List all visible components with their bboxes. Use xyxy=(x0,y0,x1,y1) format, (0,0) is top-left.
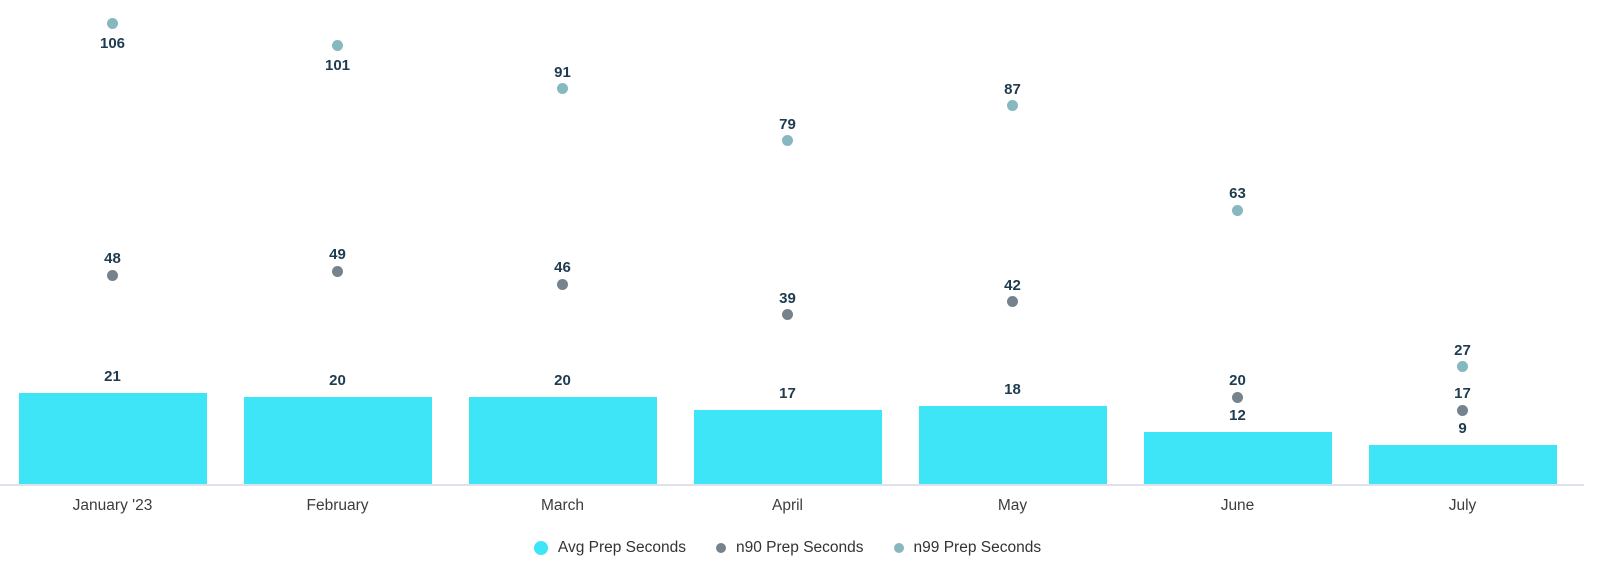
bar-value-label-march: 20 xyxy=(554,372,571,390)
n99-prep-seconds-dot-june[interactable] xyxy=(1232,204,1243,216)
n90-prep-seconds-value-label-january-23: 48 xyxy=(104,250,121,268)
bar-april[interactable] xyxy=(693,410,882,484)
x-axis-label-january-23: January '23 xyxy=(72,497,153,514)
legend-marker-avg-prep-seconds-icon xyxy=(533,541,548,555)
bar-value-label-february: 20 xyxy=(329,372,346,390)
n99-prep-seconds-dot-march[interactable] xyxy=(557,83,568,95)
n90-prep-seconds-value-label-february: 49 xyxy=(329,246,346,264)
n99-prep-seconds-value-label-july: 27 xyxy=(1454,341,1471,359)
n90-prep-seconds-dot-april[interactable] xyxy=(782,309,793,321)
legend-marker-n90-prep-seconds-icon xyxy=(716,543,726,553)
legend-item-n90-prep-seconds[interactable]: n90 Prep Seconds xyxy=(716,539,864,557)
bar-july[interactable] xyxy=(1368,444,1557,484)
x-axis-label-july: July xyxy=(1448,497,1477,514)
n99-prep-seconds-value-label-april: 79 xyxy=(779,115,796,133)
n90-prep-seconds-value-label-june: 20 xyxy=(1229,372,1246,390)
x-axis-label-may: May xyxy=(997,497,1028,514)
n99-prep-seconds-value-label-june: 63 xyxy=(1229,185,1246,203)
n90-prep-seconds-value-label-march: 46 xyxy=(554,259,571,277)
bar-value-label-january-23: 21 xyxy=(104,367,121,385)
n99-prep-seconds-dot-february[interactable] xyxy=(332,39,343,51)
legend-marker-n99-prep-seconds-icon xyxy=(893,543,904,553)
bar-may[interactable] xyxy=(918,405,1107,484)
legend-label-n90-prep-seconds: n90 Prep Seconds xyxy=(736,539,864,556)
bar-march[interactable] xyxy=(468,397,657,484)
n90-prep-seconds-dot-february[interactable] xyxy=(332,265,343,277)
n90-prep-seconds-value-label-july: 17 xyxy=(1454,385,1471,403)
bar-june[interactable] xyxy=(1143,431,1332,484)
bar-value-label-july: 9 xyxy=(1458,419,1467,437)
n99-prep-seconds-value-label-january-23: 106 xyxy=(99,35,126,53)
n99-prep-seconds-value-label-february: 101 xyxy=(324,57,351,75)
n90-prep-seconds-dot-july[interactable] xyxy=(1457,404,1468,416)
bar-value-label-june: 12 xyxy=(1229,406,1246,424)
n90-prep-seconds-dot-june[interactable] xyxy=(1232,391,1243,403)
n99-prep-seconds-dot-may[interactable] xyxy=(1007,100,1018,112)
legend-label-n99-prep-seconds: n99 Prep Seconds xyxy=(913,539,1042,556)
n99-prep-seconds-dot-july[interactable] xyxy=(1457,361,1468,373)
n90-prep-seconds-dot-march[interactable] xyxy=(557,278,568,290)
n90-prep-seconds-dot-may[interactable] xyxy=(1007,296,1018,307)
n99-prep-seconds-value-label-may: 87 xyxy=(1004,80,1021,98)
bar-february[interactable] xyxy=(243,397,432,484)
n99-prep-seconds-value-label-march: 91 xyxy=(554,63,571,81)
bar-value-label-may: 18 xyxy=(1004,380,1021,398)
plot-area: 21 48 106 20 49 101 20 46 91 17 39 79 18 42 87 12 20 63 9 1… xyxy=(18,17,1557,484)
legend: Avg Prep Seconds n90 Prep Seconds n99 Prep… xyxy=(0,534,1575,562)
x-axis-line xyxy=(0,484,1584,486)
legend-label-avg-prep-seconds: Avg Prep Seconds xyxy=(557,539,686,556)
legend-item-avg-prep-seconds[interactable]: Avg Prep Seconds xyxy=(533,539,686,557)
legend-item-n99-prep-seconds[interactable]: n99 Prep Seconds xyxy=(893,539,1042,557)
n90-prep-seconds-dot-january-23[interactable] xyxy=(107,269,118,281)
n99-prep-seconds-dot-january-23[interactable] xyxy=(107,17,118,29)
bar-value-label-april: 17 xyxy=(779,385,796,403)
x-axis-label-june: June xyxy=(1220,497,1255,514)
x-axis-label-february: February xyxy=(306,497,369,514)
x-axis-label-april: April xyxy=(771,497,803,514)
n99-prep-seconds-dot-april[interactable] xyxy=(782,135,793,147)
x-axis-label-march: March xyxy=(540,497,585,514)
n90-prep-seconds-value-label-may: 42 xyxy=(1004,276,1021,294)
bar-january-23[interactable] xyxy=(18,392,207,484)
n90-prep-seconds-value-label-april: 39 xyxy=(779,289,796,307)
